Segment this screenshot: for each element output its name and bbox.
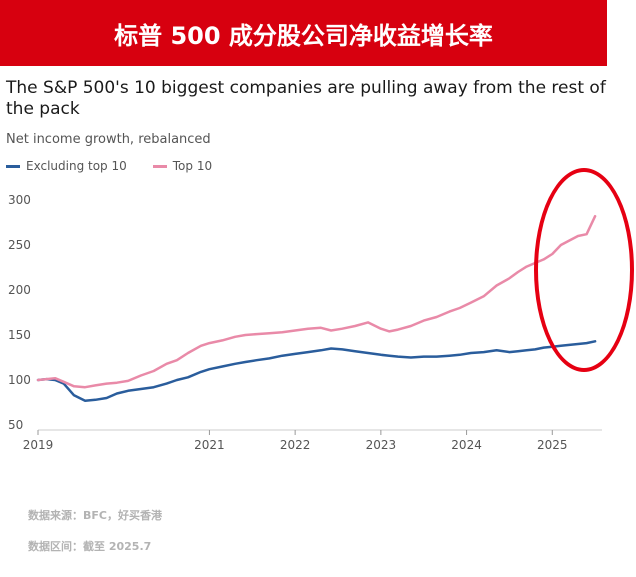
legend-swatch-top10	[152, 164, 167, 168]
x-tick-label: 2022	[280, 438, 311, 452]
x-tick-label: 2021	[194, 438, 225, 452]
date-range-note: 数据区间：截至 2025.7	[28, 540, 152, 553]
series-line-excluding-top10	[36, 340, 597, 402]
legend-label-top10: Top 10	[172, 159, 213, 173]
legend-swatch-excluding	[6, 164, 20, 168]
y-tick-label: 250	[8, 238, 31, 252]
series-line-top10	[36, 214, 597, 389]
y-tick-label: 50	[8, 418, 23, 432]
x-tick-label: 2025	[537, 438, 568, 452]
y-tick-label: 100	[8, 373, 31, 387]
source-note: 数据来源：BFC，好买香港	[28, 509, 162, 522]
x-tick-label: 2023	[366, 438, 397, 452]
y-tick-label: 200	[8, 283, 31, 297]
y-tick-label: 300	[8, 193, 31, 207]
legend-label-excluding: Excluding top 10	[26, 159, 127, 173]
legend-item-top10: Top 10	[152, 159, 213, 173]
y-tick-label: 150	[8, 328, 31, 342]
chart-title: The S&P 500's 10 biggest companies are p…	[6, 78, 606, 119]
banner: 标普 500 成分股公司净收益增长率	[0, 0, 607, 66]
x-tick-label: 2019	[23, 438, 54, 452]
line-chart: 50 100 150 200 250 300 2019 2021 2022 2023 2024 202…	[8, 193, 602, 452]
chart-subtitle: Net income growth, rebalanced	[6, 132, 211, 147]
highlight-ellipse	[534, 168, 634, 372]
legend-item-excluding: Excluding top 10	[6, 159, 127, 173]
banner-title: 标普 500 成分股公司净收益增长率	[114, 21, 493, 50]
legend: Excluding top 10 Top 10	[6, 159, 238, 173]
x-tick-label: 2024	[451, 438, 482, 452]
